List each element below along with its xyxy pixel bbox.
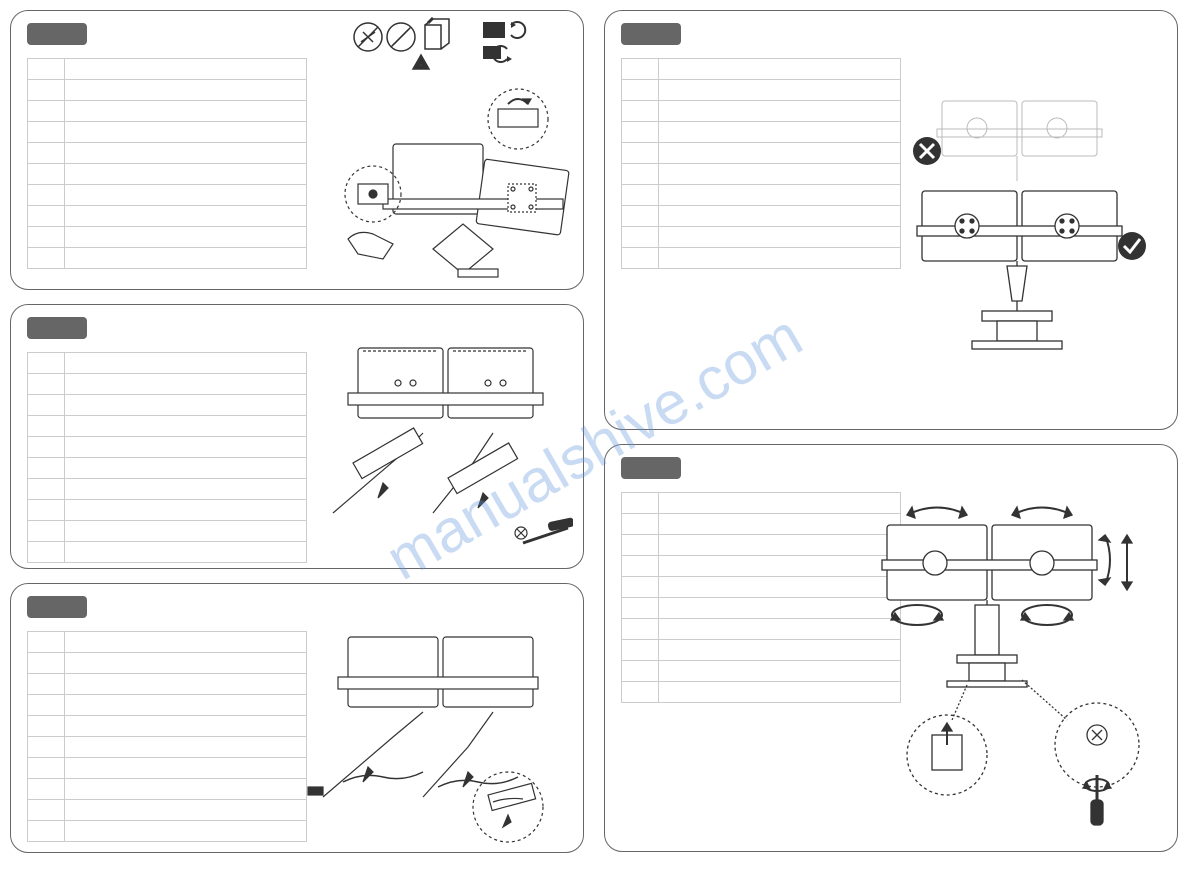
step-label-1 — [27, 23, 87, 45]
warning-icons — [353, 17, 573, 77]
panel-step-4 — [604, 10, 1178, 430]
step-label-4 — [621, 23, 681, 45]
monitor-assembly-illustration — [313, 84, 573, 284]
step-label-2 — [27, 317, 87, 339]
lang-table-3 — [27, 631, 307, 842]
lang-table-4 — [621, 58, 901, 269]
page-layout — [10, 10, 1178, 883]
step-label-3 — [27, 596, 87, 618]
panel-step-3 — [10, 583, 584, 853]
panel-step-2 — [10, 304, 584, 569]
lang-table-1 — [27, 58, 307, 269]
panel-step-5 — [604, 444, 1178, 852]
lang-table-2 — [27, 352, 307, 563]
correct-incorrect-illustration — [862, 91, 1162, 371]
right-column — [604, 10, 1178, 883]
left-column — [10, 10, 584, 883]
panel-step-1 — [10, 10, 584, 290]
adjustment-illustration — [847, 485, 1167, 835]
cable-cover-illustration — [293, 333, 573, 563]
step-label-5 — [621, 457, 681, 479]
cable-routing-illustration — [293, 627, 573, 847]
